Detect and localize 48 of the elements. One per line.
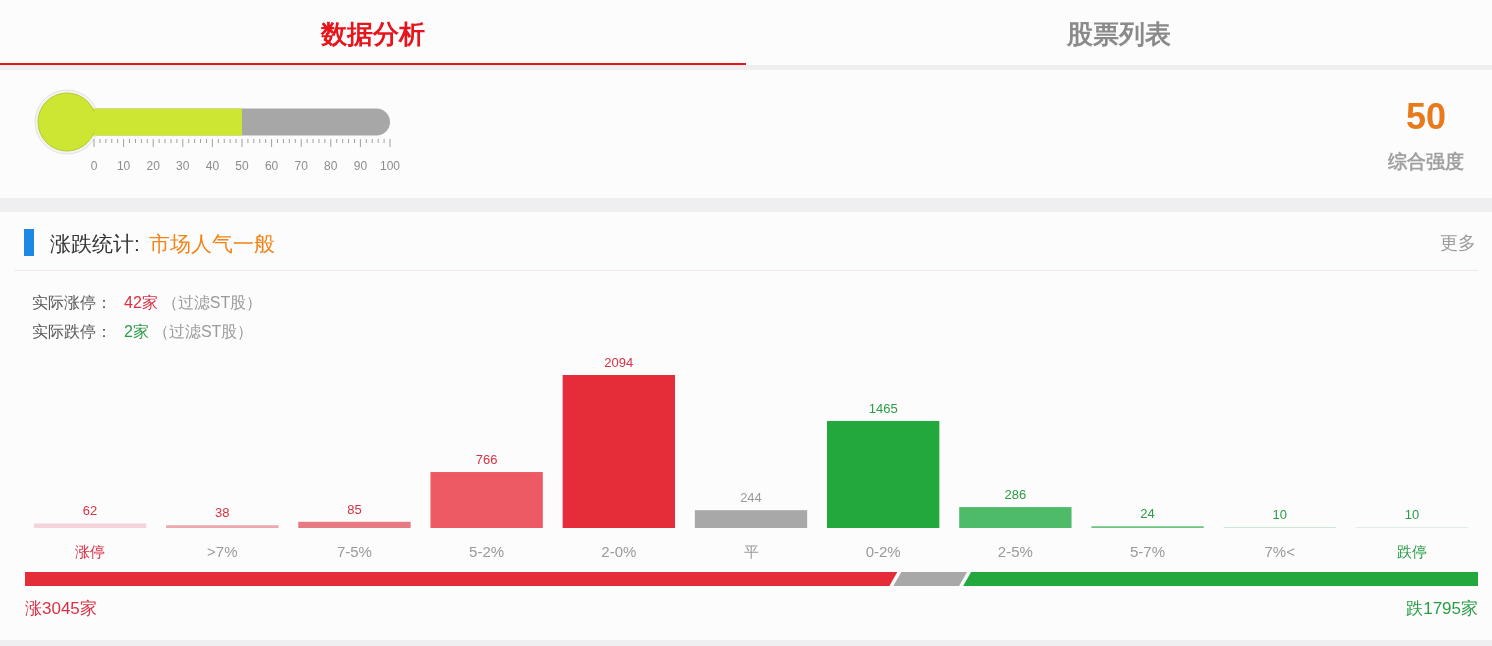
text: 更多 [1440,233,1476,253]
data-label: 85 [347,501,362,517]
text: 综合强度 [1387,150,1464,172]
x-tick-label: 70 [294,159,309,173]
x-tick-label: 20 [146,159,161,173]
text: 实际跌停： [32,322,112,340]
x-tick-label: 50 [235,159,249,173]
data-label: 10 [1404,507,1420,523]
text: 实际涨停： [32,293,112,311]
chart-subtitle: 市场人气一般 [148,231,275,255]
data-label: 2094 [604,355,634,370]
data-label: 10 [1272,507,1287,523]
data-label: 766 [475,452,498,468]
x-tick-label: 30 [176,159,190,173]
chart-title: 涨跌统计: [50,231,140,255]
x-tick-label: 40 [205,159,220,173]
x-tick-label: 10 [116,159,131,173]
text: 2家 [124,322,149,340]
x-tick-label: 2-0% [601,542,637,560]
x-tick-label: 5-2% [469,542,505,560]
text: 股票列表 [1066,19,1171,49]
text: 涨3045家 [25,598,97,618]
x-tick-label: 0-2% [865,542,901,560]
data-label: 38 [215,505,230,521]
text: （过滤ST股） [161,293,263,311]
x-tick-label: 7%< [1264,542,1296,560]
x-tick-label: >7% [207,542,238,560]
x-tick-label: 80 [324,159,338,173]
x-tick-label: 100 [379,159,401,173]
x-tick-label: 90 [353,159,368,173]
text: （过滤ST股） [152,322,254,340]
x-tick-label: 60 [264,159,279,173]
x-tick-label: 7-5% [336,542,372,560]
x-tick-label: 2-5% [997,542,1033,560]
data-label: 24 [1140,506,1155,522]
data-label: 1465 [868,400,898,416]
text: 50 [1405,95,1447,137]
x-tick-label: 涨停 [75,542,106,560]
text: 跌1795家 [1406,598,1478,618]
x-tick-label: 0 [90,159,98,173]
x-tick-label: 平 [743,542,759,560]
data-label: 62 [82,503,98,519]
x-tick-label: 5-7% [1130,542,1166,560]
data-label: 286 [1004,487,1027,503]
text: 数据分析 [320,19,425,49]
x-tick-label: 跌停 [1396,542,1427,560]
text: 42家 [124,293,158,311]
data-label: 244 [740,490,762,506]
